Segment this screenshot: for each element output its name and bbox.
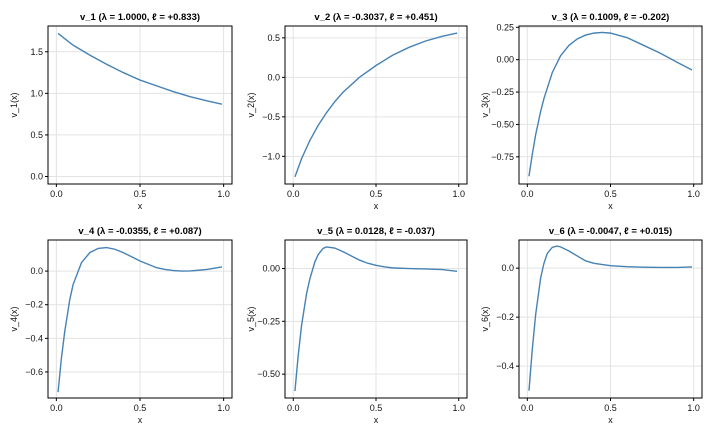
x-tick-label: 1.0 (687, 403, 700, 413)
chart-title: v_6 (λ = -0.0047, ℓ = +0.015) (549, 226, 672, 237)
y-tick-label: −0.6 (25, 367, 43, 377)
chart-title: v_1 (λ = 1.0000, ℓ = +0.833) (80, 12, 200, 23)
y-axis-label: v_6(x) (480, 306, 490, 331)
x-tick-label: 1.0 (452, 403, 465, 413)
y-tick-label: −0.25 (257, 316, 280, 326)
y-tick-label: 1.5 (30, 47, 43, 57)
y-axis-label: v_3(x) (480, 92, 490, 117)
y-tick-label: 0.5 (267, 33, 280, 43)
series-line (294, 246, 458, 392)
series-line (294, 32, 458, 178)
y-tick-label: −1.0 (262, 151, 280, 161)
x-tick-label: 0.0 (50, 189, 63, 199)
x-axis-label: x (138, 201, 143, 211)
x-tick-label: 1.0 (687, 189, 700, 199)
panel-3: 0.0 0.5 1.0 −0.75 −0.50 −0.25 0.00 0.25 v_3 (λ =… (480, 12, 703, 211)
x-tick-label: 0.5 (604, 403, 617, 413)
x-tick-label: 0.5 (370, 189, 383, 199)
panel-6: 0.0 0.5 1.0 −0.4 −0.2 0.0 v_6 (λ = -0.0047, ℓ … (480, 226, 703, 425)
y-axis-label: v_5(x) (246, 306, 256, 331)
panel-1: 0.0 0.5 1.0 0.0 0.5 1.0 1.5 v_1 (λ = 1.0000, ℓ … (9, 12, 233, 211)
y-axis-label: v_1(x) (9, 92, 19, 117)
panel-5: 0.0 0.5 1.0 −0.50 −0.25 0.00 v_5 (λ = 0.0128, … (246, 226, 468, 425)
y-tick-label: 0.0 (30, 266, 43, 276)
y-tick-label: −0.75 (491, 152, 514, 162)
x-tick-label: 0.0 (521, 189, 534, 199)
y-tick-label: −0.25 (491, 87, 514, 97)
x-tick-label: 0.0 (287, 403, 300, 413)
y-tick-label: 0.0 (30, 172, 43, 182)
series-line (528, 31, 693, 177)
x-tick-label: 1.0 (217, 403, 230, 413)
x-tick-label: 0.5 (134, 403, 147, 413)
y-tick-label: −0.4 (25, 333, 43, 343)
series-line (57, 246, 223, 393)
chart-title: v_4 (λ = -0.0355, ℓ = +0.087) (78, 226, 201, 237)
chart-title: v_2 (λ = -0.3037, ℓ = +0.451) (314, 12, 437, 23)
y-tick-label: 0.00 (496, 55, 514, 65)
y-tick-label: 0.0 (267, 72, 280, 82)
x-tick-label: 0.5 (370, 403, 383, 413)
x-tick-label: 1.0 (217, 189, 230, 199)
x-axis-label: x (138, 415, 143, 425)
y-axis-label: v_4(x) (9, 306, 19, 331)
y-tick-label: 1.0 (30, 88, 43, 98)
x-axis-label: x (374, 415, 379, 425)
y-tick-label: 0.5 (30, 130, 43, 140)
series-line (528, 245, 693, 391)
y-tick-label: −0.50 (257, 369, 280, 379)
chart-title: v_3 (λ = 0.1009, ℓ = -0.202) (552, 12, 670, 23)
y-tick-label: −0.5 (262, 112, 280, 122)
x-tick-label: 0.0 (521, 403, 534, 413)
panel-2: 0.0 0.5 1.0 −1.0 −0.5 0.0 0.5 v_2 (λ = -0.3037,… (246, 12, 468, 211)
y-tick-label: 0.25 (496, 22, 514, 32)
x-axis-label: x (374, 201, 379, 211)
chart-title: v_5 (λ = 0.0128, ℓ = -0.037) (317, 226, 435, 237)
x-tick-label: 0.5 (134, 189, 147, 199)
y-tick-label: −0.50 (491, 119, 514, 129)
y-tick-label: −0.2 (25, 300, 43, 310)
y-axis-label: v_2(x) (246, 92, 256, 117)
x-axis-label: x (608, 201, 613, 211)
x-axis-label: x (608, 415, 613, 425)
x-tick-label: 0.5 (604, 189, 617, 199)
x-tick-label: 0.0 (287, 189, 300, 199)
x-tick-label: 0.0 (50, 403, 63, 413)
series-line (57, 32, 223, 105)
panel-4: 0.0 0.5 1.0 −0.6 −0.4 −0.2 0.0 v_4 (λ = -0.0355… (9, 226, 233, 425)
y-tick-label: 0.0 (501, 263, 514, 273)
x-tick-label: 1.0 (452, 189, 465, 199)
y-tick-label: −0.4 (496, 361, 514, 371)
y-tick-label: −0.2 (496, 312, 514, 322)
y-tick-label: 0.00 (262, 264, 280, 274)
